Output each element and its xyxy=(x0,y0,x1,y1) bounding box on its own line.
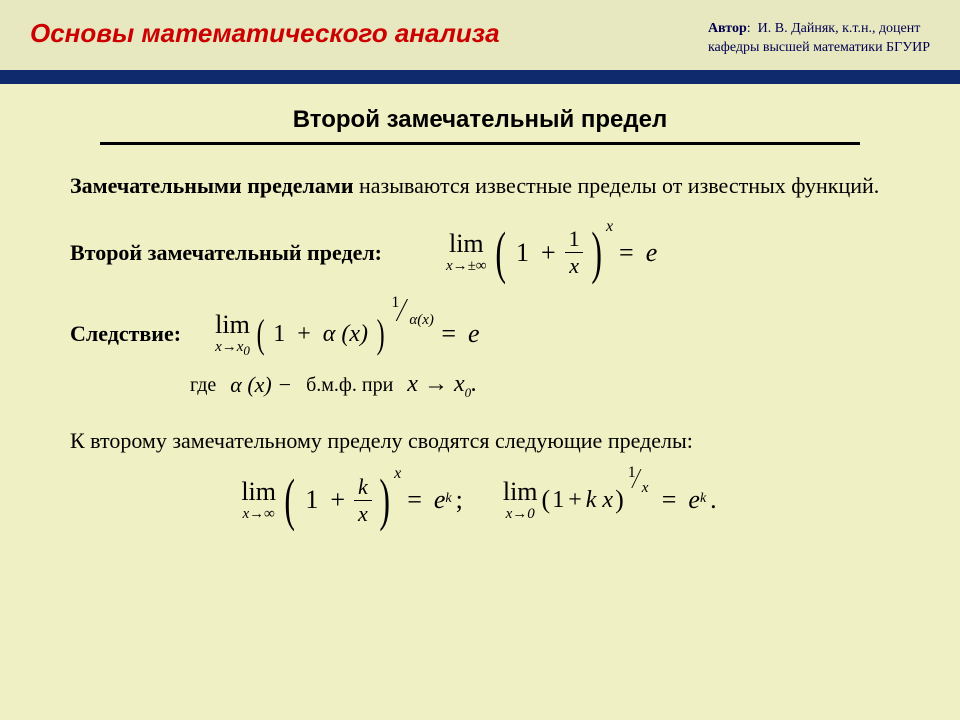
exponent-x: x xyxy=(606,218,613,236)
one-2: 1 xyxy=(273,321,285,348)
where-line: где α (x) − б.м.ф. при x → x0. xyxy=(190,371,890,401)
plus-4: + xyxy=(568,487,582,514)
bottom-equations: lim x→∞ ( 1 + k x ) x = ek ; xyxy=(70,471,890,529)
frac-den-x: x xyxy=(354,500,372,525)
x-to-x0: x → x0. xyxy=(407,371,477,401)
plus: + xyxy=(541,238,556,268)
ek-4: ek xyxy=(688,485,706,515)
definition-term: Замечательными пределами xyxy=(70,173,354,198)
exp-x-3: x xyxy=(394,465,401,483)
paren-group: ( 1 + 1 x ) x xyxy=(491,224,613,282)
limit-k-over-x: lim x→∞ ( 1 + k x ) x = ek ; xyxy=(237,471,469,529)
df-num: 1 xyxy=(391,294,399,312)
plus-3: + xyxy=(330,485,345,515)
frac-k-over-x: k x xyxy=(354,476,372,525)
equals-3: = xyxy=(407,485,422,515)
lim-text: lim xyxy=(449,231,484,257)
lparen-2: ( xyxy=(257,314,265,354)
corollary-label: Следствие: xyxy=(70,321,181,347)
one-4: 1 xyxy=(552,487,564,514)
ek-3: ek xyxy=(434,485,452,515)
frac-den: x xyxy=(565,252,583,277)
diag-exponent-2: 1 ⁄ x xyxy=(622,466,656,502)
reducible-paragraph: К второму замечательному пределу сводятс… xyxy=(70,426,890,457)
lim-sub-4: x→0 xyxy=(506,507,535,522)
frac-num: 1 xyxy=(565,228,584,252)
subtitle: Второй замечательный предел xyxy=(293,106,667,134)
limit-1-plus-kx: lim x→0 ( 1 + k x ) 1 ⁄ x = ek xyxy=(499,479,723,522)
df-den: α(x) xyxy=(409,312,434,329)
alpha-x: α (x) xyxy=(323,321,368,348)
second-limit-row: Второй замечательный предел: lim x→±∞ ( … xyxy=(70,224,890,282)
equals-2: = xyxy=(441,319,456,349)
paren-group-4: ( 1 + k x ) 1 ⁄ x xyxy=(542,482,656,518)
plus-2: + xyxy=(297,321,311,348)
content: Замечательными пределами называются изве… xyxy=(0,145,960,529)
lparen: ( xyxy=(495,224,506,282)
slide: Основы математического анализа Автор: И.… xyxy=(0,0,960,720)
frac-1-over-x: 1 x xyxy=(565,228,584,277)
subtitle-wrap: Второй замечательный предел xyxy=(0,106,960,145)
second-limit-equation: lim x→±∞ ( 1 + 1 x ) x = e xyxy=(442,224,663,282)
lparen-4: ( xyxy=(542,485,551,515)
second-limit-label: Второй замечательный предел: xyxy=(70,240,382,266)
diag-exponent: 1 ⁄ α(x) xyxy=(385,296,435,332)
one-3: 1 xyxy=(305,485,318,515)
equals-4: = xyxy=(662,485,677,515)
header: Основы математического анализа Автор: И.… xyxy=(0,0,960,70)
lparen-3: ( xyxy=(284,471,295,529)
e-2: e xyxy=(468,319,480,349)
header-bar xyxy=(0,70,960,84)
one: 1 xyxy=(516,238,529,268)
lim-block-3: lim x→∞ xyxy=(241,479,276,522)
lim-block-2: lim x→x0 xyxy=(215,312,250,357)
lim-sub: x→±∞ xyxy=(446,259,487,274)
corollary-equation: lim x→x0 ( 1 + α (x) ) 1 ⁄ α(x) = e xyxy=(211,312,485,357)
lim-sub-2: x→x0 xyxy=(215,340,250,357)
lim-text-4: lim xyxy=(503,479,538,505)
alpha-x-2: α (x) − xyxy=(230,372,292,398)
kx: k x xyxy=(586,487,613,514)
author-label: Автор xyxy=(708,21,747,36)
df-den-2: x xyxy=(642,480,649,497)
paren-group-2: ( 1 + α (x) ) 1 ⁄ α(x) xyxy=(254,314,435,354)
e: e xyxy=(646,238,658,268)
definition-paragraph: Замечательными пределами называются изве… xyxy=(70,171,890,202)
where-text: где xyxy=(190,374,216,397)
author-dept: кафедры высшей математики БГУИР xyxy=(708,40,930,55)
df-slash-2: ⁄ xyxy=(634,464,637,496)
rparen-3: ) xyxy=(379,471,390,529)
corollary-row: Следствие: lim x→x0 ( 1 + α (x) ) 1 ⁄ α(… xyxy=(70,312,890,357)
bmf-text: б.м.ф. при xyxy=(306,374,393,397)
df-slash: ⁄ xyxy=(400,292,404,330)
lim-block: lim x→±∞ xyxy=(446,231,487,274)
frac-num-k: k xyxy=(354,476,372,500)
author-block: Автор: И. В. Дайняк, к.т.н., доцент кафе… xyxy=(708,20,930,58)
semicolon: ; xyxy=(456,485,463,515)
lim-block-4: lim x→0 xyxy=(503,479,538,522)
rparen-2: ) xyxy=(377,314,385,354)
author-name: И. В. Дайняк, к.т.н., доцент xyxy=(758,21,921,36)
definition-rest: называются известные пределы от известны… xyxy=(354,173,880,198)
slide-title: Основы математического анализа xyxy=(30,18,500,49)
lim-text-2: lim xyxy=(215,312,250,338)
period: . xyxy=(710,485,717,515)
rparen: ) xyxy=(591,224,602,282)
equals: = xyxy=(619,238,634,268)
lim-sub-3: x→∞ xyxy=(242,507,274,522)
paren-group-3: ( 1 + k x ) x xyxy=(280,471,401,529)
lim-text-3: lim xyxy=(241,479,276,505)
